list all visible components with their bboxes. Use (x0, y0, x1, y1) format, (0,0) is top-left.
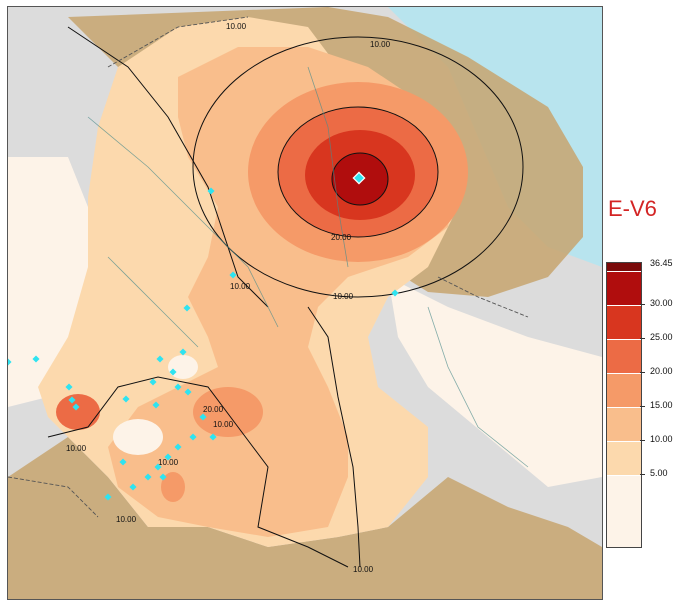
station-marker[interactable] (154, 463, 162, 471)
station-marker[interactable] (174, 443, 182, 451)
zone-low-pocket-1 (113, 419, 163, 455)
station-marker[interactable] (189, 433, 197, 441)
legend-label: 5.00 (650, 468, 668, 478)
station-marker[interactable] (144, 473, 152, 481)
station-marker[interactable] (229, 271, 237, 279)
zone-east-light (388, 277, 602, 487)
legend-label: 15.00 (650, 400, 673, 410)
map-panel[interactable]: 10.00 10.00 10.00 10.00 20.00 20.00 10.0… (7, 6, 603, 600)
epicenter-marker[interactable] (352, 171, 366, 185)
station-marker[interactable] (184, 388, 192, 396)
legend-label: 20.00 (650, 366, 673, 376)
zone-low-pocket-2 (168, 355, 198, 379)
legend-swatch (607, 339, 641, 373)
legend-swatch (607, 441, 641, 475)
station-marker[interactable] (391, 289, 399, 297)
admin-borders (8, 16, 529, 518)
station-marker[interactable] (65, 383, 73, 391)
contour-label: 10.00 (116, 515, 137, 524)
station-marker[interactable] (68, 396, 76, 404)
legend-tick (640, 474, 645, 475)
legend-swatch (607, 407, 641, 441)
station-marker[interactable] (119, 458, 127, 466)
station-marker[interactable] (122, 395, 130, 403)
legend-label: 25.00 (650, 332, 673, 342)
hazard-map[interactable]: 10.00 10.00 10.00 10.00 20.00 20.00 10.0… (8, 7, 602, 599)
legend-swatch (607, 305, 641, 339)
rivers (87, 66, 529, 468)
legend-swatch (607, 263, 641, 271)
station-marker[interactable] (159, 473, 167, 481)
station-marker[interactable] (179, 348, 187, 356)
legend-swatch (607, 373, 641, 407)
station-marker[interactable] (156, 355, 164, 363)
station-marker[interactable] (152, 401, 160, 409)
station-marker[interactable] (169, 368, 177, 376)
contour-label: 10.00 (230, 282, 251, 291)
legend-bar (606, 262, 642, 548)
station-marker[interactable] (209, 433, 217, 441)
zone-central-spot (193, 387, 263, 437)
legend-max-label: 36.45 (650, 258, 673, 268)
product-title: E-V6 (608, 196, 657, 221)
station-marker[interactable] (72, 403, 80, 411)
station-marker[interactable] (199, 413, 207, 421)
contour-label: 10.00 (353, 565, 374, 574)
contour-label: 10.00 (158, 458, 179, 467)
station-marker[interactable] (129, 483, 137, 491)
legend-label: 10.00 (650, 434, 673, 444)
station-marker[interactable] (32, 355, 40, 363)
legend-tick (640, 338, 645, 339)
station-marker[interactable] (207, 187, 215, 195)
legend-label: 30.00 (650, 298, 673, 308)
contour-label: 20.00 (203, 405, 224, 414)
contour-label: 10.00 (226, 22, 247, 31)
contour-label: 20.00 (331, 233, 352, 242)
station-marker[interactable] (164, 453, 172, 461)
station-marker[interactable] (8, 358, 12, 366)
legend-tick (640, 440, 645, 441)
legend-tick (640, 372, 645, 373)
station-marker[interactable] (104, 493, 112, 501)
legend-swatch (607, 271, 641, 305)
contour-label: 10.00 (370, 40, 391, 49)
station-markers (8, 187, 399, 501)
zone-south-spot (161, 472, 185, 502)
legend-swatch (607, 475, 641, 547)
station-marker[interactable] (174, 383, 182, 391)
contour-label: 10.00 (66, 444, 87, 453)
contour-label: 10.00 (333, 292, 354, 301)
zone-south-brown (8, 437, 602, 599)
contour-lines (47, 26, 524, 568)
station-marker[interactable] (149, 378, 157, 386)
legend-tick (640, 304, 645, 305)
zone-west-spot (56, 394, 100, 430)
contour-label: 10.00 (213, 420, 234, 429)
station-marker[interactable] (183, 304, 191, 312)
legend-tick (640, 406, 645, 407)
